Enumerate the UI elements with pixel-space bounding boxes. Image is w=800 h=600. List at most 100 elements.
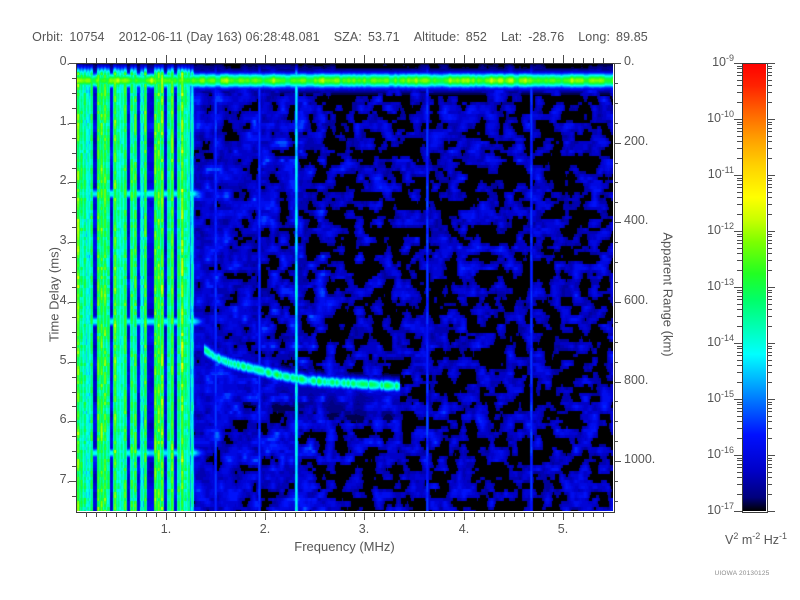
y-tick-minor xyxy=(72,212,76,213)
colorbar-tick-major xyxy=(767,287,775,288)
x-tick-top xyxy=(225,58,226,63)
x-tick-minor xyxy=(325,512,326,517)
x-tick-top xyxy=(116,58,117,63)
x-tick-top xyxy=(364,55,365,63)
colorbar-tick-minor xyxy=(737,472,742,473)
x-tick-minor xyxy=(444,512,445,517)
x-tick-top xyxy=(185,58,186,63)
observation-datetime: 2012-06-11 (Day 163) 06:28:48.081 xyxy=(118,30,320,44)
left-axis-title: Time Delay (ms) xyxy=(46,247,62,342)
x-tick-minor xyxy=(354,512,355,517)
y2-tick-minor xyxy=(614,182,618,183)
orbit-value: 10754 xyxy=(69,30,105,44)
colorbar-tick-minor xyxy=(767,464,772,465)
colorbar-tick-minor xyxy=(767,316,772,317)
colorbar-tick-minor xyxy=(767,184,772,185)
colorbar-tick-minor xyxy=(767,178,772,179)
colorbar-tick-minor xyxy=(767,148,772,149)
x-tick-minor xyxy=(494,512,495,517)
x-tick-top xyxy=(543,58,544,63)
x-tick-major xyxy=(464,512,465,520)
colorbar-tick-minor xyxy=(767,248,772,249)
x-tick-minor xyxy=(235,512,236,517)
y-tick-minor xyxy=(72,496,76,497)
colorbar-tick-major xyxy=(767,63,775,64)
y-tick-minor xyxy=(72,436,76,437)
x-tick-top xyxy=(474,58,475,63)
colorbar-tick-minor xyxy=(737,292,742,293)
x-tick-minor xyxy=(136,512,137,517)
x-tick-minor xyxy=(295,512,296,517)
colorbar-tick-minor xyxy=(737,460,742,461)
x-tick-top xyxy=(573,58,574,63)
colorbar-tick-minor xyxy=(767,102,772,103)
colorbar-tick-minor xyxy=(767,355,772,356)
y-tick-major xyxy=(69,481,76,482)
x-tick-top xyxy=(434,58,435,63)
x-tick-top xyxy=(175,58,176,63)
x-tick-minor xyxy=(543,512,544,517)
y-tick-major xyxy=(69,242,76,243)
x-tick-minor xyxy=(484,512,485,517)
colorbar-tick-minor xyxy=(767,85,772,86)
y2-tick-label: 600. xyxy=(624,293,649,307)
x-tick-top xyxy=(553,58,554,63)
y-tick-minor xyxy=(72,153,76,154)
colorbar-tick-minor xyxy=(737,122,742,123)
x-tick-minor xyxy=(384,512,385,517)
y2-tick-major xyxy=(614,222,621,223)
colorbar-tick-minor xyxy=(737,365,742,366)
colorbar-tick-minor xyxy=(737,304,742,305)
colorbar-tick-minor xyxy=(767,472,772,473)
colorbar-tick-minor xyxy=(737,348,742,349)
colorbar-tick-minor xyxy=(767,236,772,237)
x-tick-minor xyxy=(434,512,435,517)
colorbar-tick-minor xyxy=(737,477,742,478)
y-tick-major xyxy=(69,63,76,64)
colorbar-tick-minor xyxy=(767,131,772,132)
y-tick-minor xyxy=(72,197,76,198)
colorbar-tick-minor xyxy=(767,494,772,495)
x-tick-minor xyxy=(583,512,584,517)
y2-tick-minor xyxy=(614,83,618,84)
y2-tick-major xyxy=(614,461,621,462)
x-tick-top xyxy=(464,55,465,63)
x-tick-top xyxy=(205,58,206,63)
x-tick-top xyxy=(265,55,266,63)
colorbar-tick-minor xyxy=(767,197,772,198)
colorbar-tick-minor xyxy=(767,304,772,305)
colorbar-tick-minor xyxy=(767,438,772,439)
colorbar-tick-minor xyxy=(737,408,742,409)
y-tick-minor xyxy=(72,93,76,94)
colorbar-tick-minor xyxy=(737,421,742,422)
y2-tick-major xyxy=(614,143,621,144)
x-tick-top xyxy=(494,58,495,63)
colorbar-tick-label: 10-11 xyxy=(707,165,734,182)
y-tick-major xyxy=(69,362,76,363)
x-tick-top xyxy=(454,58,455,63)
x-tick-minor xyxy=(514,512,515,517)
x-tick-top xyxy=(146,58,147,63)
colorbar-tick-minor xyxy=(767,136,772,137)
colorbar-tick-major xyxy=(734,63,742,64)
colorbar-tick-minor xyxy=(737,326,742,327)
colorbar-tick-minor xyxy=(737,72,742,73)
y-tick-label: 6. xyxy=(59,412,70,426)
colorbar-tick-minor xyxy=(737,66,742,67)
colorbar-tick-minor xyxy=(737,80,742,81)
x-tick-top xyxy=(255,58,256,63)
colorbar-tick-minor xyxy=(737,299,742,300)
colorbar-tick-minor xyxy=(767,128,772,129)
colorbar-tick-minor xyxy=(737,309,742,310)
x-tick-top xyxy=(524,58,525,63)
y2-tick-minor xyxy=(614,202,618,203)
colorbar-tick-minor xyxy=(737,484,742,485)
x-tick-minor xyxy=(394,512,395,517)
colorbar-tick-minor xyxy=(767,458,772,459)
colorbar-tick-label: 10-13 xyxy=(707,277,734,294)
y2-tick-minor xyxy=(614,123,618,124)
colorbar-tick-minor xyxy=(767,360,772,361)
x-tick-top xyxy=(583,58,584,63)
colorbar-tick-minor xyxy=(767,365,772,366)
colorbar-tick-minor xyxy=(767,80,772,81)
